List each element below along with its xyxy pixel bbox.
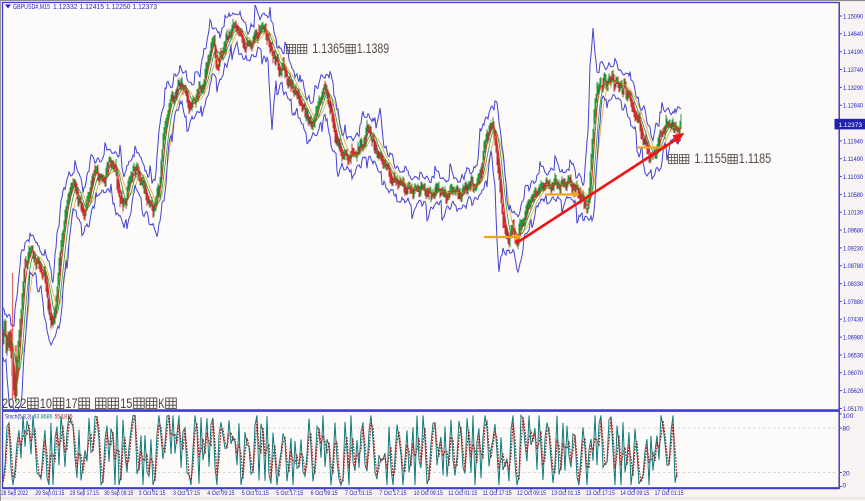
svg-text:1.08780: 1.08780 — [843, 263, 863, 270]
svg-text:80: 80 — [843, 426, 851, 433]
svg-text:29 Sep 01:15: 29 Sep 01:15 — [35, 490, 64, 497]
svg-text:1.06070: 1.06070 — [843, 370, 863, 377]
svg-text:7 Oct 17:15: 7 Oct 17:15 — [379, 490, 406, 497]
svg-text:29 Sep 17:15: 29 Sep 17:15 — [70, 490, 99, 497]
svg-text:28 Sep 2022: 28 Sep 2022 — [1, 490, 28, 497]
svg-text:K: K — [158, 396, 164, 411]
svg-text:GBPUSD#,M15: GBPUSD#,M15 — [13, 4, 50, 11]
svg-text:17: 17 — [65, 396, 77, 411]
svg-text:2022: 2022 — [2, 396, 26, 411]
svg-text:30 Sep 09:15: 30 Sep 09:15 — [104, 490, 133, 497]
svg-text:1.1389: 1.1389 — [357, 41, 389, 56]
svg-text:1.09680: 1.09680 — [843, 228, 863, 235]
svg-text:4 Oct 09:15: 4 Oct 09:15 — [207, 490, 234, 497]
svg-text:1.12373: 1.12373 — [839, 122, 863, 129]
svg-text:1.1365: 1.1365 — [312, 41, 344, 56]
svg-text:1.05620: 1.05620 — [843, 388, 863, 395]
svg-text:11 Oct 17:15: 11 Oct 17:15 — [483, 490, 512, 497]
svg-text:11 Oct 01:15: 11 Oct 01:15 — [448, 490, 477, 497]
svg-text:1.1185: 1.1185 — [739, 151, 771, 166]
svg-text:5 Oct 01:15: 5 Oct 01:15 — [242, 490, 269, 497]
svg-text:10 Oct 09:15: 10 Oct 09:15 — [414, 490, 443, 497]
svg-text:1.14640: 1.14640 — [843, 31, 863, 38]
svg-text:1.11940: 1.11940 — [843, 138, 863, 145]
svg-text:1.05170: 1.05170 — [843, 406, 863, 413]
svg-text:1.12840: 1.12840 — [843, 103, 863, 110]
svg-text:13 Oct 01:15: 13 Oct 01:15 — [551, 490, 580, 497]
svg-text:1.10580: 1.10580 — [843, 192, 863, 199]
svg-text:15: 15 — [120, 396, 132, 411]
svg-text:1.10130: 1.10130 — [843, 210, 863, 217]
svg-text:6 Oct 09:15: 6 Oct 09:15 — [311, 490, 338, 497]
svg-text:1.08330: 1.08330 — [843, 281, 863, 288]
svg-text:1.06530: 1.06530 — [843, 352, 863, 359]
svg-text:0: 0 — [843, 483, 847, 490]
svg-text:1.13290: 1.13290 — [843, 85, 863, 92]
svg-text:Stoch(5,3,3): Stoch(5,3,3) — [5, 414, 32, 421]
svg-text:12 Oct 09:15: 12 Oct 09:15 — [517, 490, 546, 497]
svg-text:3 Oct 01:15: 3 Oct 01:15 — [139, 490, 166, 497]
svg-text:7 Oct 01:15: 7 Oct 01:15 — [345, 490, 372, 497]
svg-text:5 Oct 17:15: 5 Oct 17:15 — [276, 490, 303, 497]
svg-text:1.13740: 1.13740 — [843, 67, 863, 74]
svg-text:1.14190: 1.14190 — [843, 49, 863, 56]
svg-text:1.12332 1.12415 1.12250 1.1237: 1.12332 1.12415 1.12250 1.12373 — [53, 4, 157, 11]
svg-text:20: 20 — [843, 471, 851, 478]
svg-text:100: 100 — [843, 413, 854, 420]
svg-text:1.07880: 1.07880 — [843, 299, 863, 306]
svg-text:1.06980: 1.06980 — [843, 335, 863, 342]
svg-text:1.11490: 1.11490 — [843, 156, 863, 163]
svg-text:1.07430: 1.07430 — [843, 317, 863, 324]
svg-text:1.1155: 1.1155 — [694, 151, 726, 166]
svg-text:1.09230: 1.09230 — [843, 245, 863, 252]
svg-text:55.1815: 55.1815 — [55, 414, 73, 421]
svg-text:3 Oct 17:15: 3 Oct 17:15 — [173, 490, 200, 497]
svg-text:1.11030: 1.11030 — [843, 174, 863, 181]
svg-text:1.15090: 1.15090 — [843, 13, 863, 20]
svg-text:14 Oct 09:15: 14 Oct 09:15 — [620, 490, 649, 497]
svg-text:17 Oct 01:15: 17 Oct 01:15 — [655, 490, 684, 497]
svg-text:13 Oct 17:15: 13 Oct 17:15 — [586, 490, 615, 497]
svg-text:10: 10 — [40, 396, 52, 411]
svg-text:63.8686: 63.8686 — [34, 414, 53, 421]
